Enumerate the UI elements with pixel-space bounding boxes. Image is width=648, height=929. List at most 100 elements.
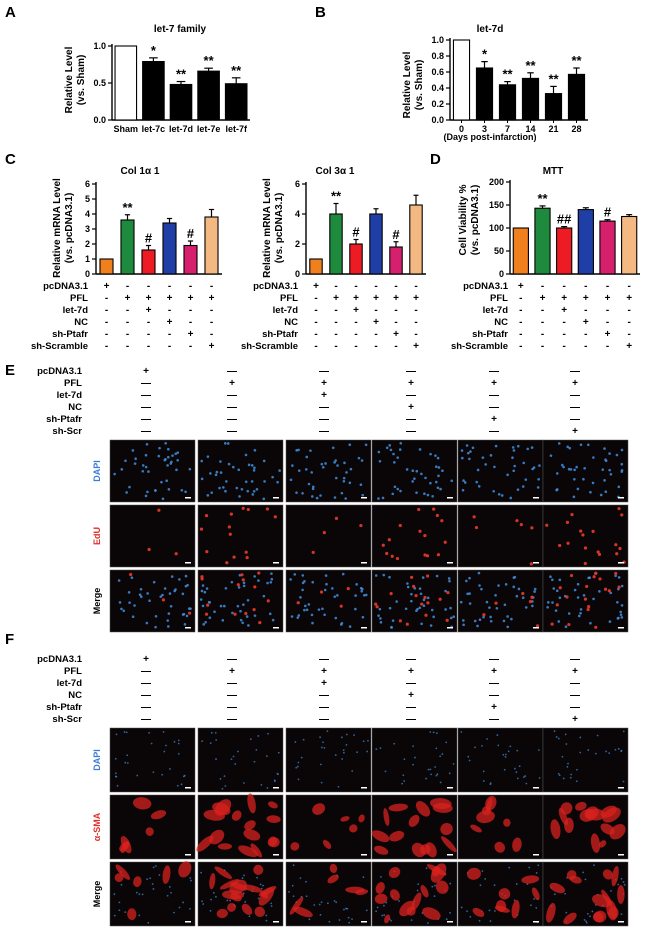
nucleus-dot (410, 592, 413, 596)
y-tick-label: 2 (295, 239, 300, 249)
nucleus-dot (608, 752, 611, 755)
nucleus-dot (334, 616, 338, 620)
microscopy-image (285, 794, 372, 860)
nucleus-dot (289, 478, 293, 482)
condition-sign: + (408, 378, 414, 389)
nucleus-dot (434, 465, 438, 468)
nucleus-dot (127, 591, 131, 594)
nucleus-dot (510, 617, 513, 621)
sma-cell (549, 882, 565, 894)
nucleus-dot (513, 464, 516, 468)
condition-sign: - (126, 341, 129, 352)
nucleus-dot (435, 574, 439, 578)
nucleus-dot (493, 884, 496, 887)
nucleus-dot (113, 472, 116, 476)
nucleus-dot (569, 776, 572, 779)
condition-sign: - (126, 329, 129, 340)
sma-cell (420, 885, 429, 898)
image-panel-e: E pcDNA3.1 + — — — — —PFL — + + + + +let-7d — — + — — —NC —… (5, 362, 629, 633)
condition-sign: — (570, 402, 580, 413)
sma-cell (209, 872, 216, 890)
y-tick-label: 4 (295, 209, 300, 219)
nucleus-dot (239, 618, 243, 622)
condition-sign: - (519, 329, 522, 340)
y-tick-label: 0 (85, 269, 90, 279)
nucleus-dot (291, 464, 294, 467)
nucleus-dot (171, 454, 174, 457)
nucleus-dot (124, 761, 127, 764)
nucleus-dot (214, 731, 217, 734)
nucleus-dot (573, 468, 576, 472)
significance-mark: ** (548, 71, 559, 86)
condition-sign: - (562, 329, 565, 340)
nucleus-dot (160, 480, 163, 484)
nucleus-dot (448, 772, 451, 775)
bar (498, 84, 517, 121)
condition-sign: - (541, 281, 544, 292)
nucleus-dot (320, 901, 323, 904)
nucleus-dot (152, 888, 155, 890)
nucleus-dot (250, 480, 254, 483)
sma-cell (145, 827, 154, 836)
condition-sign: + (313, 281, 319, 292)
nucleus-dot (265, 914, 268, 917)
nucleus-dot (426, 922, 429, 924)
condition-sign: + (104, 281, 110, 292)
nucleus-dot (434, 884, 436, 887)
nucleus-dot (619, 610, 622, 614)
image-row-label: α-SMA (92, 812, 102, 841)
condition-sign: — (489, 402, 499, 413)
nucleus-dot (430, 773, 433, 776)
significance-mark: ## (557, 212, 572, 227)
sma-cell (575, 801, 587, 811)
nucleus-dot (496, 734, 499, 736)
nucleus-dot (393, 461, 396, 464)
edu-dot (607, 589, 611, 593)
condition-sign: - (541, 329, 544, 340)
nucleus-dot (297, 614, 301, 617)
nucleus-dot (310, 613, 314, 617)
nucleus-dot (557, 442, 561, 445)
edu-dot (620, 513, 624, 517)
condition-sign: - (606, 305, 609, 316)
nucleus-dot (341, 572, 345, 576)
nucleus-dot (503, 768, 506, 771)
sma-cell (476, 810, 495, 824)
sma-cell (598, 840, 607, 848)
nucleus-dot (138, 593, 142, 597)
image-row-label: Merge (92, 588, 102, 615)
sma-cell (435, 880, 449, 894)
bar (224, 83, 248, 121)
nucleus-dot (564, 733, 567, 736)
nucleus-dot (485, 600, 489, 604)
scale-bar (447, 921, 453, 923)
condition-sign: - (105, 317, 108, 328)
nucleus-dot (271, 475, 274, 479)
microscopy-image (109, 439, 196, 503)
condition-sign: — (319, 402, 329, 413)
condition-sign: + (605, 293, 611, 304)
nucleus-dot (364, 593, 368, 597)
nucleus-dot (267, 732, 270, 735)
significance-mark: ** (571, 53, 582, 68)
condition-sign: — (570, 414, 580, 425)
nucleus-dot (511, 446, 515, 449)
nucleus-dot (424, 476, 427, 480)
condition-sign: — (319, 690, 329, 701)
nucleus-dot (608, 620, 612, 623)
nucleus-dot (584, 878, 587, 881)
edu-dot (597, 552, 602, 556)
sma-cell (247, 793, 256, 814)
nucleus-dot (300, 756, 303, 759)
nucleus-dot (167, 447, 170, 451)
nucleus-dot (360, 459, 364, 462)
scale-bar (533, 562, 539, 564)
nucleus-dot (384, 770, 387, 773)
sma-cell (375, 882, 385, 894)
condition-label: sh-Scramble (241, 341, 298, 352)
nucleus-dot (182, 775, 185, 778)
nucleus-dot (379, 617, 382, 620)
scale-bar (185, 921, 191, 923)
nucleus-dot (410, 919, 413, 922)
nucleus-dot (414, 756, 416, 759)
